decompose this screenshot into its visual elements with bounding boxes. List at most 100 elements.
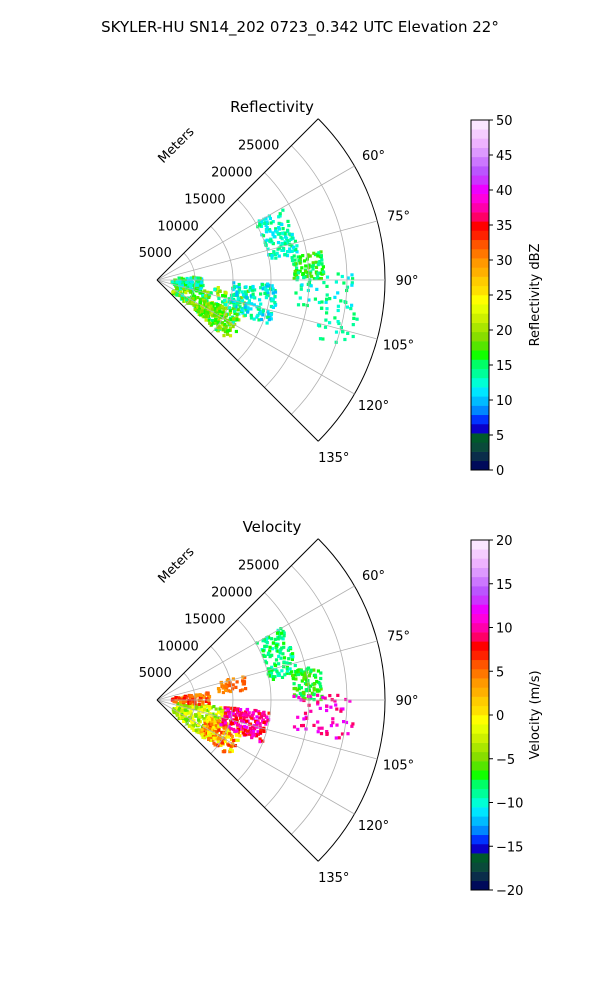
echo-pixel: [238, 305, 242, 309]
echo-pixel: [267, 253, 271, 257]
echo-pixel: [208, 313, 212, 317]
echo-pixel: [259, 224, 264, 228]
echo-pixel: [205, 719, 209, 723]
echo-pixel: [189, 712, 193, 716]
echo-pixel: [190, 301, 195, 305]
colorbar-bin: [471, 678, 489, 688]
echo-pixel: [301, 723, 305, 728]
echo-pixel: [319, 254, 323, 258]
echo-pixel: [211, 712, 215, 716]
echo-pixel: [216, 328, 220, 332]
echo-pixel: [235, 293, 239, 297]
echo-pixel: [246, 729, 250, 733]
echo-pixel: [200, 714, 204, 719]
echo-pixel: [191, 705, 195, 709]
echo-pixel: [175, 280, 179, 284]
echo-pixel: [235, 312, 239, 316]
echo-pixel: [300, 283, 304, 287]
echo-pixel: [273, 290, 278, 294]
echo-pixel: [280, 248, 284, 252]
echo-pixel: [219, 711, 223, 716]
echo-pixel: [287, 232, 291, 236]
echo-pixel: [340, 274, 344, 279]
echo-pixel: [312, 723, 316, 727]
echo-pixel: [325, 293, 329, 297]
echo-pixel: [259, 731, 263, 735]
echo-pixel: [310, 691, 314, 695]
echo-pixel: [220, 741, 224, 745]
reflectivity-panel: Reflectivity 5000 10000 15000 20000 25000 Mete…: [139, 98, 543, 479]
echo-pixel: [227, 684, 232, 688]
echo-pixel: [249, 307, 253, 311]
echo-pixel: [193, 307, 197, 311]
echo-pixel: [264, 242, 268, 247]
echo-pixel: [334, 736, 338, 740]
echo-pixel: [290, 657, 294, 661]
echo-pixel: [316, 275, 320, 279]
echo-pixel: [244, 293, 248, 297]
radial-grid-line: [156, 279, 378, 340]
colorbar-bin: [471, 779, 489, 789]
echo-pixel: [213, 714, 217, 718]
echo-pixel: [226, 731, 230, 735]
echo-pixel: [320, 262, 324, 266]
echo-pixel: [249, 316, 254, 320]
echo-pixel: [198, 713, 202, 717]
echo-pixel: [300, 724, 304, 728]
echo-pixel: [277, 662, 281, 666]
angle-tick-label: 120°: [358, 819, 389, 834]
echo-pixel: [263, 654, 267, 658]
echo-pixel: [256, 313, 260, 317]
radial-grid-line: [156, 279, 355, 395]
echo-pixel: [212, 725, 216, 729]
echo-pixel: [199, 286, 203, 290]
echo-pixel: [309, 709, 313, 713]
echo-pixel: [297, 695, 301, 700]
echo-pixel: [224, 324, 228, 328]
echo-pixel: [207, 701, 211, 705]
echo-pixel: [324, 300, 328, 304]
echo-pixel: [299, 686, 303, 690]
echo-pixel: [200, 306, 205, 310]
echo-pixel: [195, 703, 199, 707]
echo-pixel: [316, 669, 320, 673]
echo-pixel: [182, 719, 186, 723]
echo-pixel: [268, 284, 272, 288]
echo-pixel: [275, 643, 279, 647]
echo-pixel: [210, 307, 214, 311]
echo-pixel: [198, 291, 202, 295]
echo-pixel: [277, 215, 281, 219]
echo-pixel: [316, 730, 320, 734]
echo-pixel: [224, 326, 228, 330]
echo-pixel: [270, 284, 274, 288]
echo-pixel: [306, 253, 310, 257]
echo-pixel: [259, 286, 263, 290]
echo-pixel: [227, 725, 231, 729]
echo-pixel: [217, 728, 221, 732]
colorbar-bin: [471, 650, 489, 661]
echo-pixel: [197, 711, 201, 715]
echo-pixel: [232, 281, 236, 285]
echo-pixel: [195, 705, 199, 709]
echo-pixel: [238, 301, 242, 305]
echo-pixel: [291, 677, 296, 681]
echo-pixel: [260, 712, 264, 716]
echo-pixel: [205, 725, 210, 729]
colorbar-bin: [471, 276, 489, 287]
echo-pixel: [229, 745, 233, 749]
echo-pixel: [283, 673, 287, 677]
reflectivity-echoes: [170, 208, 359, 344]
echo-pixel: [302, 276, 306, 280]
radial-tick-label: 10000: [157, 219, 198, 234]
echo-pixel: [193, 277, 198, 281]
echo-pixel: [218, 309, 222, 313]
colorbar-bin: [471, 230, 489, 241]
echo-pixel: [244, 295, 248, 299]
echo-pixel: [301, 695, 305, 699]
echo-pixel: [248, 722, 253, 726]
echo-pixel: [175, 705, 180, 709]
echo-pixel: [247, 711, 251, 715]
echo-pixel: [236, 738, 240, 742]
echo-pixel: [257, 318, 261, 322]
echo-pixel: [316, 720, 320, 724]
